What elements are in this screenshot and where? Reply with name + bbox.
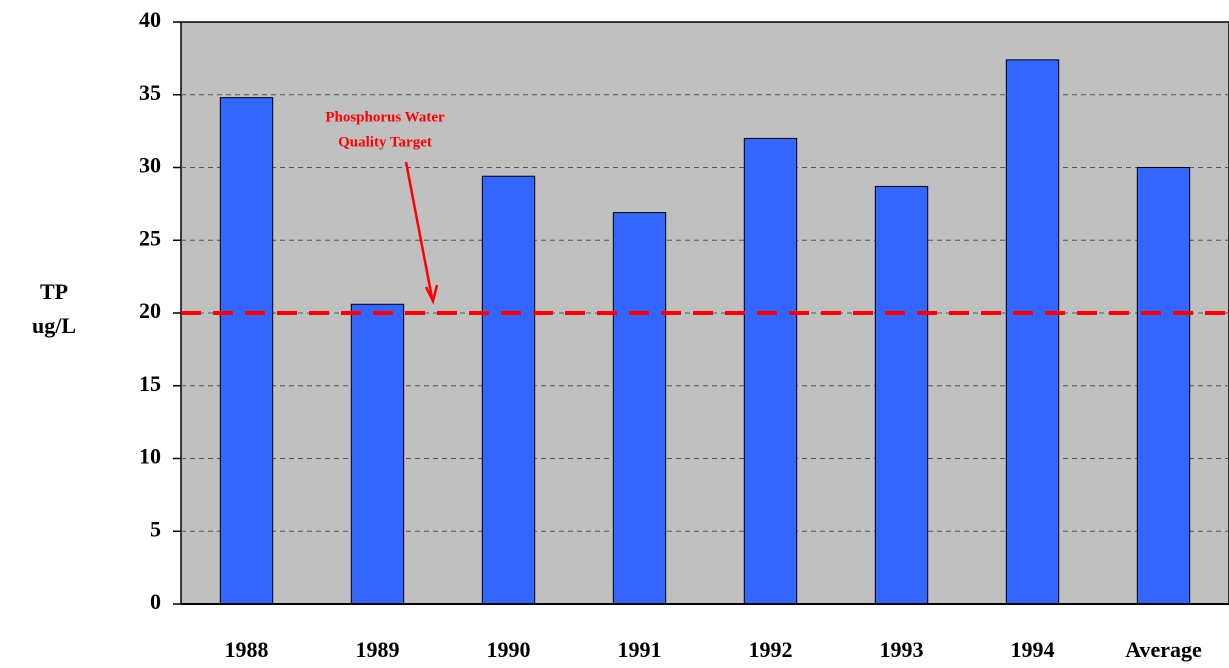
annotation: Quality Target [338,134,432,150]
y-axis-label: TP [40,279,68,304]
bar [612,212,667,605]
bar [874,185,929,605]
y-tick-label: 35 [139,80,161,105]
y-tick-label: 5 [150,516,161,541]
y-tick-label: 40 [139,7,161,32]
x-tick-label: Average [1125,637,1202,662]
x-tick-label: 1988 [225,637,269,662]
bar [350,303,405,605]
bar [1136,167,1191,605]
x-tick-label: 1990 [487,637,531,662]
arrow-head [424,284,439,305]
y-tick-label: 15 [139,371,161,396]
x-tick-label: 1992 [749,637,793,662]
y-tick-label: 0 [150,589,161,614]
y-tick-label: 20 [139,298,161,323]
bar [481,175,536,605]
bar [743,137,798,605]
y-tick-label: 25 [139,225,161,250]
x-tick-label: 1991 [618,637,662,662]
x-tick-label: 1989 [356,637,400,662]
annotation: Phosphorus Water [325,109,445,125]
y-axis-label: ug/L [32,313,76,338]
x-tick-label: 1994 [1011,637,1055,662]
arrow-shaft [404,161,434,299]
bar [219,97,274,605]
bar [1005,59,1060,605]
x-tick-label: 1993 [880,637,924,662]
y-tick-label: 10 [139,444,161,469]
y-tick-label: 30 [139,153,161,178]
